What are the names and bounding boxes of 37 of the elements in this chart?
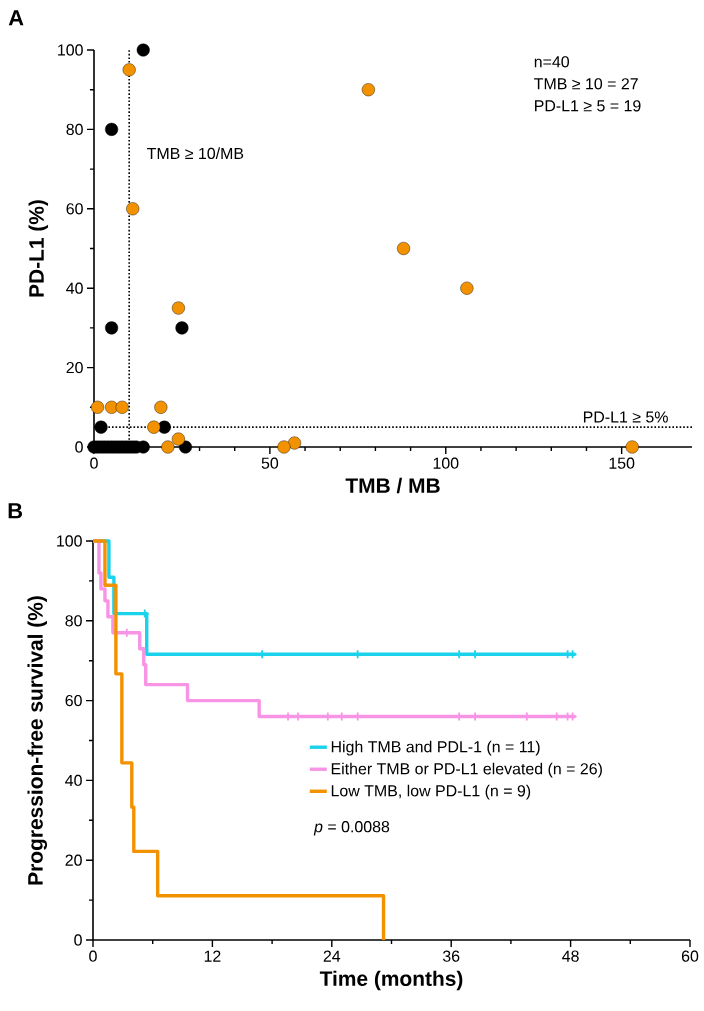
y-tick-label: 60 (65, 694, 82, 707)
legend-label: Low TMB, low PD-L1 (n = 9) (331, 784, 531, 800)
y-tick-label: 80 (66, 123, 83, 136)
y-axis-title: Progression-free survival (%) (27, 596, 48, 885)
y-axis-title: PD-L1 (%) (28, 200, 49, 297)
y-tick-label: 100 (57, 535, 82, 547)
x-tick-label: 50 (261, 457, 279, 469)
y-tick-label: 40 (65, 774, 82, 787)
chart-title: B (8, 503, 23, 519)
legend-label: Either TMB or PD-L1 elevated (n = 26) (331, 762, 602, 778)
legend-label: High TMB and PDL-1 (n = 11) (331, 740, 540, 756)
x-tick-label: 36 (442, 950, 460, 962)
y-tick-label: 60 (66, 203, 83, 215)
x-tick-label: 12 (204, 950, 221, 962)
x-tick-label: 0 (89, 950, 97, 962)
y-tick-label: 0 (74, 934, 82, 946)
annotation: n=40 (534, 56, 569, 68)
x-tick-label: 24 (323, 950, 341, 962)
y-tick-label: 0 (75, 441, 83, 453)
x-axis-title: TMB / MB (345, 477, 440, 494)
annotation: p = 0.0088 (313, 821, 390, 836)
x-axis-title: Time (months) (319, 970, 463, 991)
x-tick-label: 48 (562, 950, 579, 962)
x-tick-label: 60 (681, 950, 699, 962)
x-tick-label: 150 (609, 457, 635, 469)
y-tick-label: 40 (66, 282, 83, 294)
y-tick-label: 20 (65, 854, 82, 866)
ref-line-label: TMB ≥ 10/MB (147, 147, 244, 160)
y-tick-label: 80 (65, 615, 82, 627)
x-tick-label: 0 (90, 457, 98, 469)
chart-title: A (8, 10, 24, 26)
annotation: TMB ≥ 10 = 27 (534, 78, 638, 90)
ref-line-label: PD-L1 ≥ 5% (583, 411, 668, 423)
y-tick-label: 100 (58, 44, 83, 56)
y-tick-label: 20 (66, 361, 83, 374)
x-tick-label: 100 (433, 457, 459, 469)
annotation: PD-L1 ≥ 5 = 19 (535, 100, 641, 112)
